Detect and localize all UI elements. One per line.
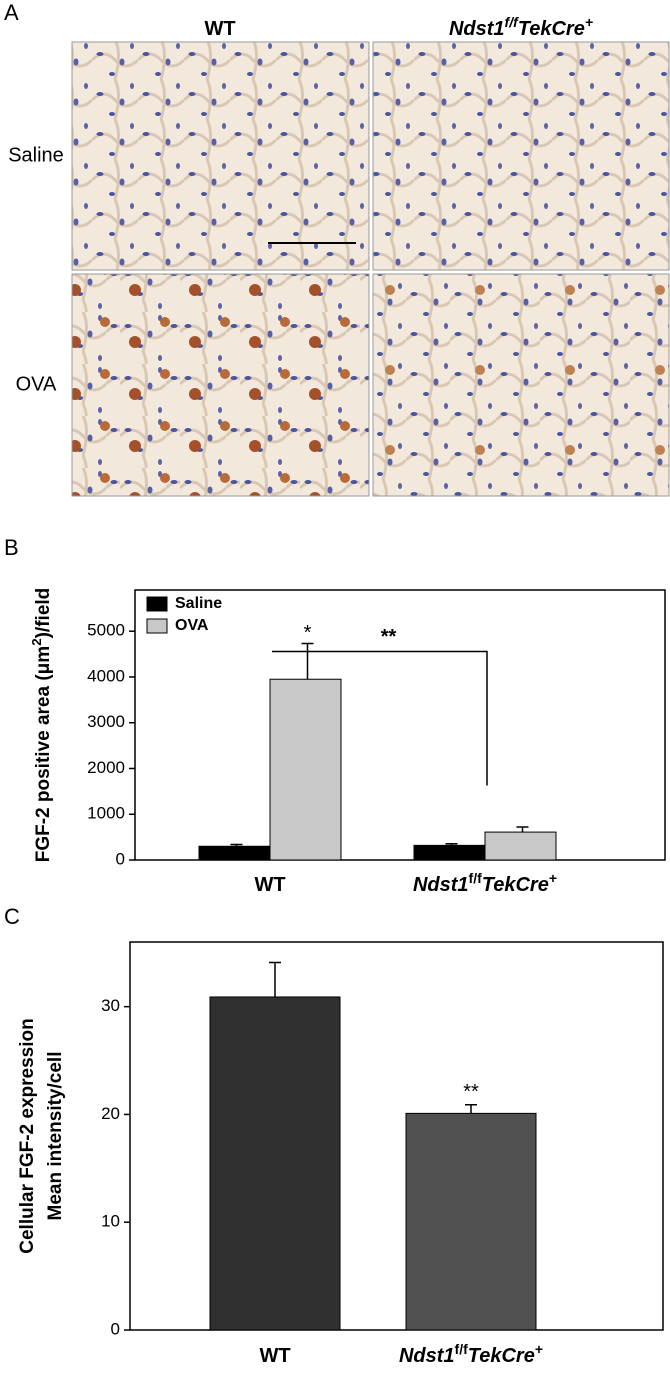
text-run: f/f [469,870,483,886]
text-run: Ndst1 [413,874,469,896]
row-label: Saline [8,144,64,166]
y-tick-label: 2000 [87,758,125,777]
micrograph [71,41,370,271]
text-run: TekCre [482,874,549,896]
y-tick-label: 0 [116,849,125,868]
bar [198,845,271,861]
y-axis-label: FGF-2 positive area (μm2)/field [29,588,55,863]
bar [413,844,486,861]
y-tick-label: 0 [111,1319,120,1338]
text-run: WT [254,874,285,896]
plot-frame [129,941,664,1331]
error-bar [445,843,458,846]
error-bar [516,826,529,833]
x-tick-label: WT [254,874,285,896]
legend-swatch [146,596,168,612]
error-bar [230,843,243,847]
text-run: Ndst1 [399,1345,455,1367]
text-run: WT [259,1345,290,1367]
x-tick-label: WT [259,1345,290,1367]
row-label: OVA [16,373,57,395]
text-run: + [585,14,593,30]
micrograph [372,41,670,271]
annotation: * [304,622,312,644]
panel-label: C [4,904,20,929]
plot-frame [134,589,666,861]
bracket [272,650,488,786]
text-run: )/field [33,588,54,639]
panel-label: A [4,0,19,25]
text-run: WT [204,18,235,40]
x-tick-label: Ndst1f/fTekCre+ [413,870,557,897]
legend-label: Saline [175,595,222,612]
text-run: TekCre [468,1345,535,1367]
y-axis-label: Mean intensity/cell [45,1052,66,1221]
legend-label: OVA [175,617,209,634]
bar [209,996,341,1331]
y-tick-label: 30 [101,996,120,1015]
bar [405,1112,537,1331]
y-tick-label: 5000 [87,621,125,640]
text-run: μm [33,646,54,675]
bar [269,678,342,861]
error-bar [465,1103,477,1114]
annotation: ** [463,1081,479,1103]
micrograph [71,273,370,497]
error-bar [269,961,281,997]
bar [484,831,557,861]
column-header: Ndst1f/fTekCre+ [449,14,593,41]
legend-swatch [146,618,168,634]
text-run: f/f [505,14,520,30]
error-bar [301,642,314,680]
y-axis-label: Cellular FGF-2 expression [17,1018,38,1253]
x-tick-label: Ndst1f/fTekCre+ [399,1341,543,1368]
text-run: TekCre [518,18,585,40]
text-run: + [535,1341,543,1357]
text-run: Ndst1 [449,18,505,40]
y-tick-label: 20 [101,1104,120,1123]
annotation: ** [381,626,397,648]
text-run: 2 [29,638,44,645]
text-run: + [549,870,557,886]
column-header: WT [204,18,235,40]
y-tick-label: 1000 [87,804,125,823]
y-tick-label: 10 [101,1212,120,1231]
text-run: FGF-2 positive area ( [33,674,54,863]
y-tick-label: 4000 [87,666,125,685]
micrograph [372,273,670,497]
text-run: f/f [455,1341,469,1357]
y-tick-label: 3000 [87,712,125,731]
panel-label: B [4,535,19,560]
